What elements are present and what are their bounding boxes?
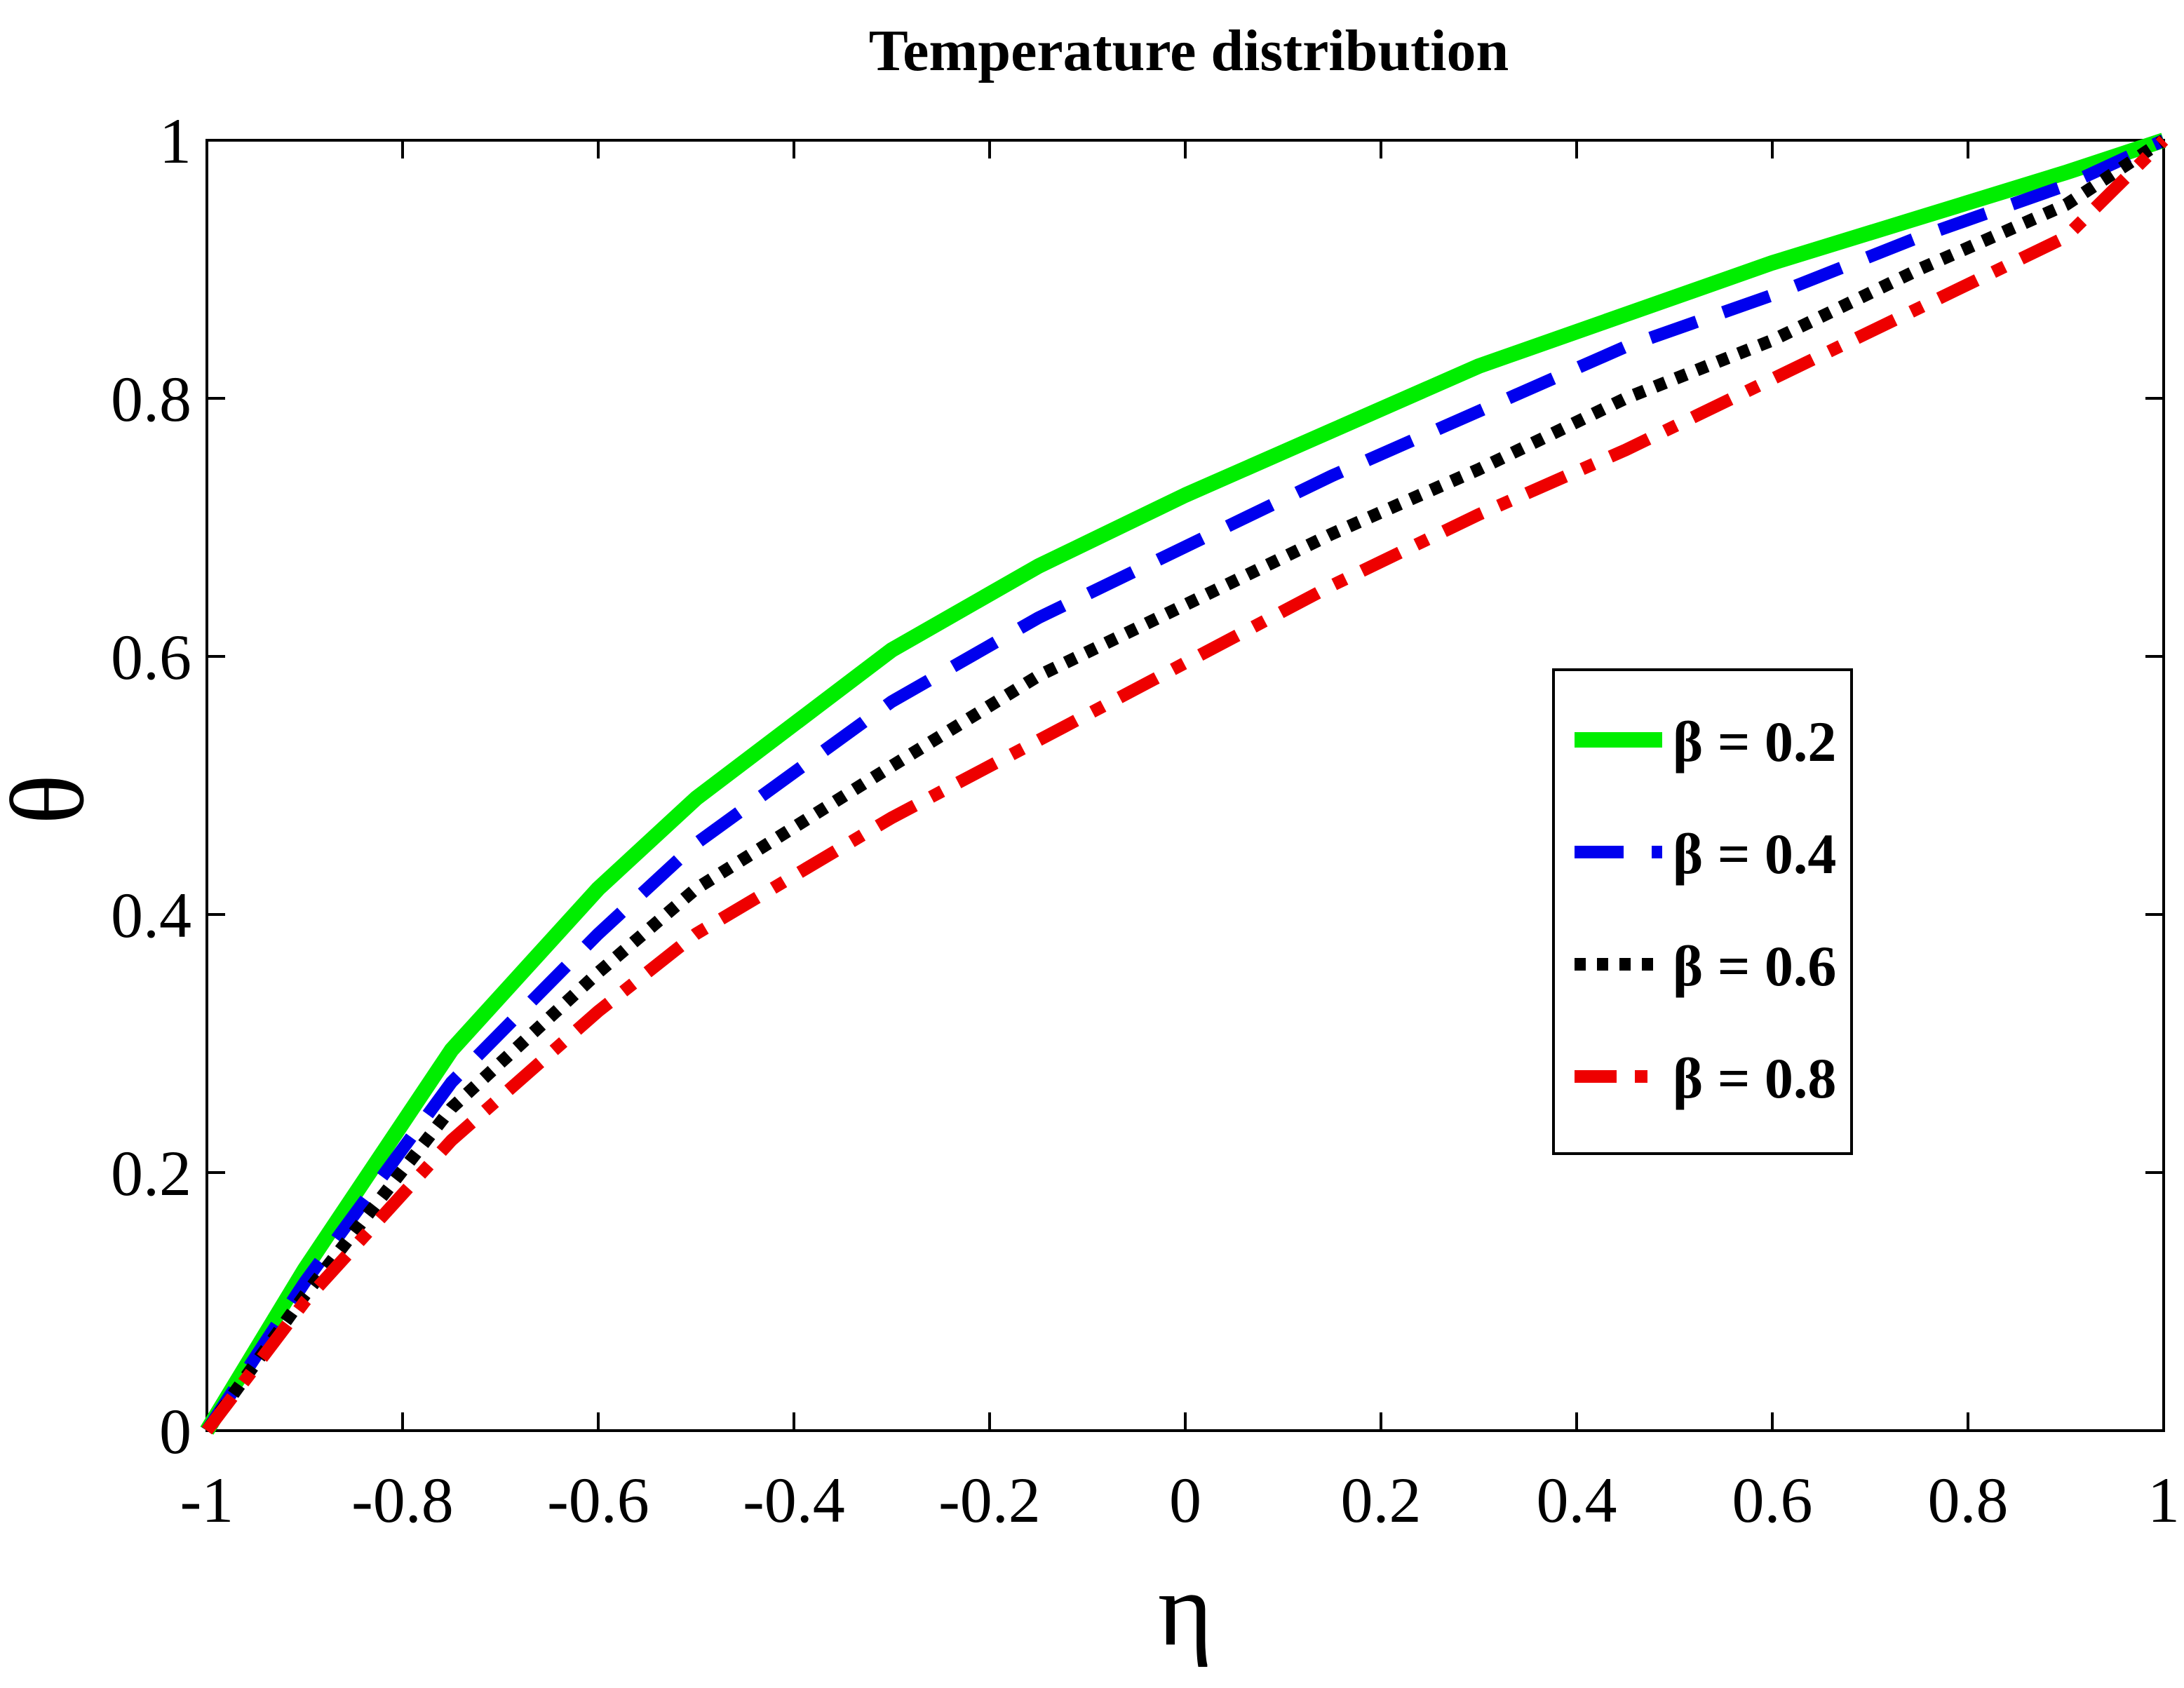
y-tick-label: 0.6 [111,621,191,693]
legend-label: β = 0.6 [1673,934,1836,998]
legend-label: β = 0.4 [1673,822,1836,886]
legend: β = 0.2 β = 0.4 β = 0.6 β = 0.8 [1552,668,1853,1155]
legend-label: β = 0.2 [1673,710,1836,774]
x-tick-label: -0.8 [351,1464,454,1536]
y-axis-ticks: 0 0.2 0.4 0.6 0.8 1 [111,105,2164,1467]
x-tick-label: -0.6 [547,1464,649,1536]
series-lines [200,133,2169,1435]
chart-title: Temperature distribution [869,18,1509,83]
series-line-4 [201,135,2169,1435]
x-tick-label: 1 [2148,1464,2180,1536]
x-tick-label: -0.4 [743,1464,845,1536]
x-tick-label: -1 [180,1464,234,1536]
y-tick-label: 1 [159,105,191,177]
y-axis-label: θ [0,774,106,825]
x-tick-label: 0.2 [1341,1464,1422,1536]
series-line-1 [200,133,2166,1435]
x-tick-label: 0.6 [1732,1464,1813,1536]
y-tick-label: 0.8 [111,363,191,435]
series-line-2 [201,134,2166,1434]
y-tick-label: 0.2 [111,1137,191,1209]
x-axis-label: η [1158,1551,1213,1668]
y-tick-label: 0 [159,1396,191,1467]
y-tick-label: 0.4 [111,879,191,951]
x-tick-label: 0 [1169,1464,1201,1536]
series-line-3 [201,135,2167,1435]
x-tick-label: 0.4 [1537,1464,1617,1536]
x-tick-label: -0.2 [938,1464,1041,1536]
x-axis-ticks: -1 -0.8 -0.6 -0.4 -0.2 0 0.2 0.4 0.6 0.8 1 [180,140,2180,1536]
legend-label: β = 0.8 [1673,1046,1836,1110]
x-tick-label: 0.8 [1928,1464,2009,1536]
